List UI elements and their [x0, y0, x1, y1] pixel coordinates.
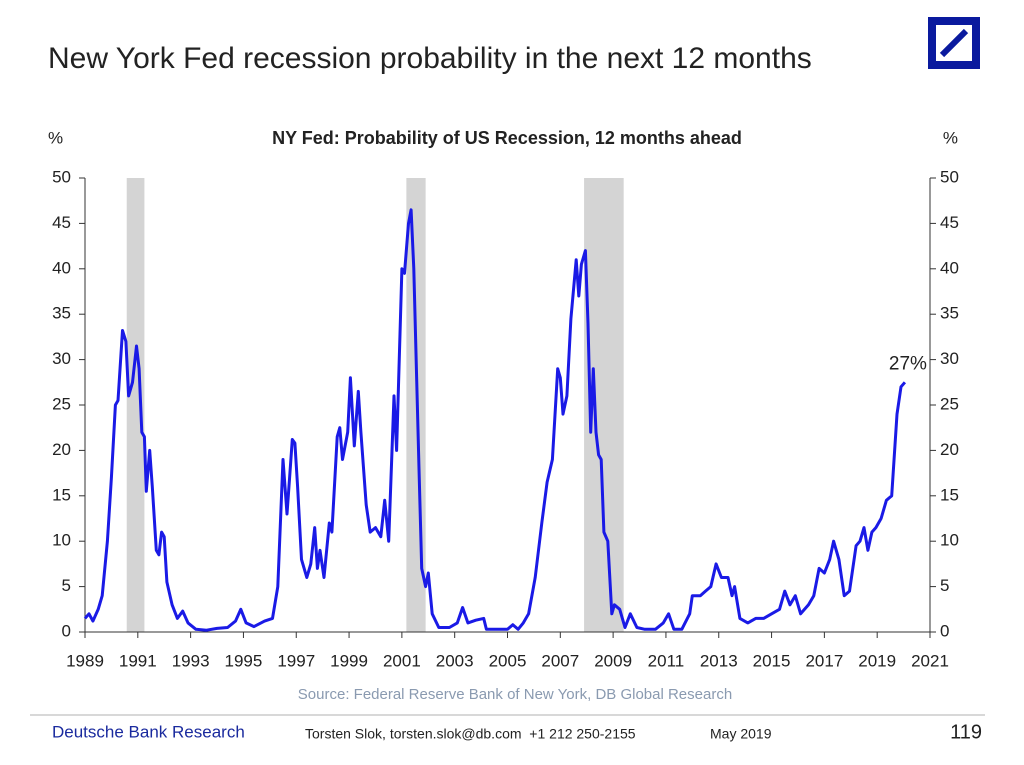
- y2-axis-label: %: [943, 128, 958, 147]
- y-axis-label: %: [48, 128, 63, 147]
- chart-title: NY Fed: Probability of US Recession, 12 …: [272, 128, 742, 148]
- y2-tick-label: 35: [940, 304, 959, 323]
- annotation: 27%: [889, 353, 927, 374]
- y2-tick-label: 0: [940, 621, 949, 640]
- recession-band: [126, 178, 145, 632]
- y-tick-label: 30: [52, 349, 71, 368]
- y2-tick-label: 20: [940, 440, 959, 459]
- x-tick-label: 2009: [594, 651, 632, 670]
- x-tick-label: 2005: [489, 651, 527, 670]
- x-tick-label: 1993: [172, 651, 210, 670]
- y-tick-label: 35: [52, 304, 71, 323]
- x-tick-label: 2015: [753, 651, 791, 670]
- x-tick-label: 2011: [648, 651, 685, 670]
- slide-title: New York Fed recession probability in th…: [48, 42, 812, 75]
- y2-tick-label: 45: [940, 213, 959, 232]
- y-tick-label: 45: [52, 213, 71, 232]
- y-tick-label: 5: [62, 576, 71, 595]
- y2-tick-label: 50: [940, 167, 959, 186]
- y-tick-label: 40: [52, 258, 71, 277]
- plot: 0 5 10 15 20 25 30 35 40 45 50 0 5 10 15 20 25 30 35 40 45 50…: [52, 167, 959, 670]
- x-tick-label: 2003: [436, 651, 474, 670]
- x-tick-label: 1999: [330, 651, 368, 670]
- x-tick-label: 1997: [277, 651, 315, 670]
- logo: [928, 17, 980, 69]
- y2-tick-label: 15: [940, 485, 959, 504]
- y2-tick-label: 10: [940, 531, 959, 550]
- y2-tick-label: 40: [940, 258, 959, 277]
- y2-tick-label: 30: [940, 349, 959, 368]
- y-tick-label: 0: [62, 621, 71, 640]
- y-tick-label: 20: [52, 440, 71, 459]
- y-tick-label: 10: [52, 531, 71, 550]
- y-tick-label: 25: [52, 394, 71, 413]
- page-number: 119: [950, 721, 982, 743]
- footer-date: May 2019: [710, 726, 772, 742]
- series-line: [83, 208, 907, 632]
- y-tick-label: 15: [52, 485, 71, 504]
- footer-contact: Torsten Slok, torsten.slok@db.com +1 212…: [305, 726, 636, 742]
- x-tick-label: 2007: [541, 651, 579, 670]
- source-note: Source: Federal Reserve Bank of New York…: [298, 686, 732, 703]
- x-tick-label: 2001: [383, 651, 421, 670]
- x-tick-label: 1991: [119, 651, 157, 670]
- x-tick-label: 2021: [911, 651, 949, 670]
- footer-brand: Deutsche Bank Research: [52, 722, 245, 741]
- y2-tick-label: 25: [940, 394, 959, 413]
- y-tick-label: 50: [52, 167, 71, 186]
- x-tick-label: 2017: [805, 651, 843, 670]
- x-tick-label: 2013: [700, 651, 738, 670]
- y2-tick-label: 5: [940, 576, 949, 595]
- x-tick-label: 2019: [858, 651, 896, 670]
- x-tick-label: 1995: [225, 651, 263, 670]
- x-tick-label: 1989: [66, 651, 104, 670]
- logo-slash: [939, 28, 969, 58]
